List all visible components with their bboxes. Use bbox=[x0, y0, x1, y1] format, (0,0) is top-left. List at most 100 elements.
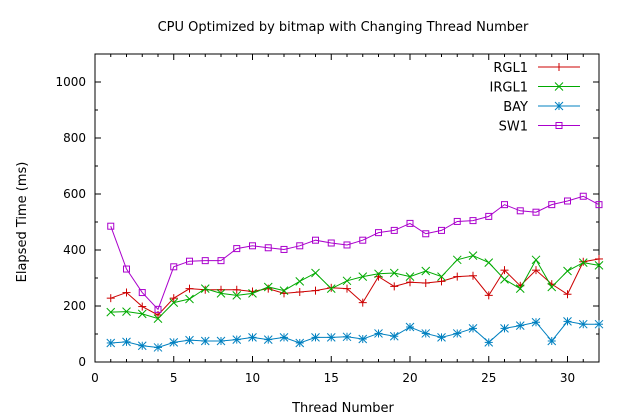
data-point bbox=[579, 192, 587, 200]
data-point bbox=[421, 329, 431, 338]
marker-stroke bbox=[311, 333, 320, 342]
data-point bbox=[594, 261, 604, 270]
marker-stroke bbox=[564, 197, 571, 205]
data-point bbox=[484, 258, 494, 267]
marker-stroke bbox=[232, 335, 242, 344]
marker-stroke bbox=[216, 336, 226, 346]
marker-stroke bbox=[232, 291, 242, 300]
data-point bbox=[594, 319, 604, 329]
data-point bbox=[106, 338, 116, 348]
data-point bbox=[390, 282, 399, 291]
marker-stroke bbox=[405, 322, 415, 332]
marker-stroke bbox=[169, 298, 179, 307]
data-point bbox=[279, 333, 289, 342]
data-point bbox=[106, 294, 115, 303]
data-point bbox=[169, 298, 179, 307]
marker-stroke bbox=[295, 338, 305, 348]
data-point bbox=[217, 257, 225, 265]
y-tick-label: 1000 bbox=[55, 75, 86, 89]
marker-stroke bbox=[295, 277, 305, 286]
y-tick-label: 800 bbox=[63, 131, 86, 145]
marker-stroke bbox=[515, 321, 525, 330]
marker-stroke bbox=[405, 272, 415, 281]
marker-stroke bbox=[169, 338, 179, 347]
data-point bbox=[200, 284, 210, 293]
marker-stroke bbox=[123, 265, 130, 273]
data-point bbox=[421, 266, 431, 276]
marker-stroke bbox=[358, 272, 368, 281]
marker-stroke bbox=[374, 269, 383, 279]
marker-stroke bbox=[216, 289, 226, 298]
data-point bbox=[137, 341, 147, 351]
data-point bbox=[186, 257, 193, 265]
legend-entry: IRGL1 bbox=[490, 81, 580, 96]
x-axis-label: Thread Number bbox=[291, 401, 394, 416]
series-layer bbox=[106, 192, 604, 352]
data-point bbox=[554, 101, 564, 111]
data-point bbox=[280, 245, 288, 253]
data-point bbox=[516, 207, 524, 215]
data-point bbox=[217, 285, 225, 294]
marker-stroke bbox=[469, 217, 477, 225]
x-tick-label: 25 bbox=[481, 371, 496, 385]
marker-stroke bbox=[342, 276, 352, 286]
data-point bbox=[263, 282, 273, 292]
marker-stroke bbox=[264, 244, 272, 252]
series-bay bbox=[106, 317, 604, 352]
marker-stroke bbox=[263, 335, 273, 344]
data-point bbox=[248, 289, 257, 298]
data-point bbox=[153, 343, 163, 352]
data-point bbox=[452, 255, 462, 265]
data-point bbox=[312, 236, 319, 244]
legend-label: BAY bbox=[503, 100, 528, 115]
marker-stroke bbox=[106, 338, 116, 348]
data-point bbox=[532, 208, 540, 216]
marker-stroke bbox=[326, 284, 336, 293]
data-point bbox=[185, 335, 194, 345]
marker-stroke bbox=[554, 82, 564, 91]
marker-stroke bbox=[453, 217, 461, 225]
marker-stroke bbox=[153, 343, 163, 352]
data-point bbox=[342, 276, 352, 286]
data-point bbox=[555, 122, 563, 129]
data-point bbox=[437, 333, 446, 342]
data-point bbox=[595, 254, 603, 263]
data-point bbox=[469, 271, 477, 280]
marker-stroke bbox=[531, 255, 541, 265]
marker-stroke bbox=[594, 319, 604, 329]
marker-stroke bbox=[421, 266, 431, 276]
data-point bbox=[232, 285, 241, 294]
marker-stroke bbox=[249, 242, 256, 250]
data-point bbox=[311, 333, 320, 342]
data-point bbox=[123, 265, 130, 273]
data-point bbox=[421, 279, 430, 288]
data-point bbox=[122, 337, 131, 347]
marker-stroke bbox=[579, 192, 587, 200]
marker-stroke bbox=[500, 275, 509, 284]
data-point bbox=[468, 251, 478, 260]
marker-stroke bbox=[201, 257, 209, 265]
marker-stroke bbox=[389, 331, 399, 341]
marker-stroke bbox=[547, 336, 557, 346]
data-point bbox=[358, 334, 368, 344]
marker-stroke bbox=[548, 201, 556, 209]
marker-stroke bbox=[122, 307, 131, 316]
marker-stroke bbox=[452, 255, 462, 265]
x-tick-label: 30 bbox=[560, 371, 575, 385]
data-point bbox=[389, 331, 399, 341]
data-point bbox=[531, 255, 541, 265]
data-point bbox=[169, 294, 178, 303]
data-point bbox=[374, 329, 383, 338]
data-point bbox=[358, 272, 368, 281]
data-point bbox=[200, 336, 210, 346]
marker-stroke bbox=[138, 289, 146, 297]
data-point bbox=[326, 333, 336, 342]
marker-stroke bbox=[342, 332, 352, 342]
data-point bbox=[578, 258, 588, 267]
marker-stroke bbox=[185, 335, 194, 345]
legend-label: IRGL1 bbox=[490, 81, 528, 96]
marker-stroke bbox=[359, 236, 367, 244]
chart-title: CPU Optimized by bitmap with Changing Th… bbox=[158, 20, 529, 35]
legend-label: SW1 bbox=[499, 120, 528, 135]
